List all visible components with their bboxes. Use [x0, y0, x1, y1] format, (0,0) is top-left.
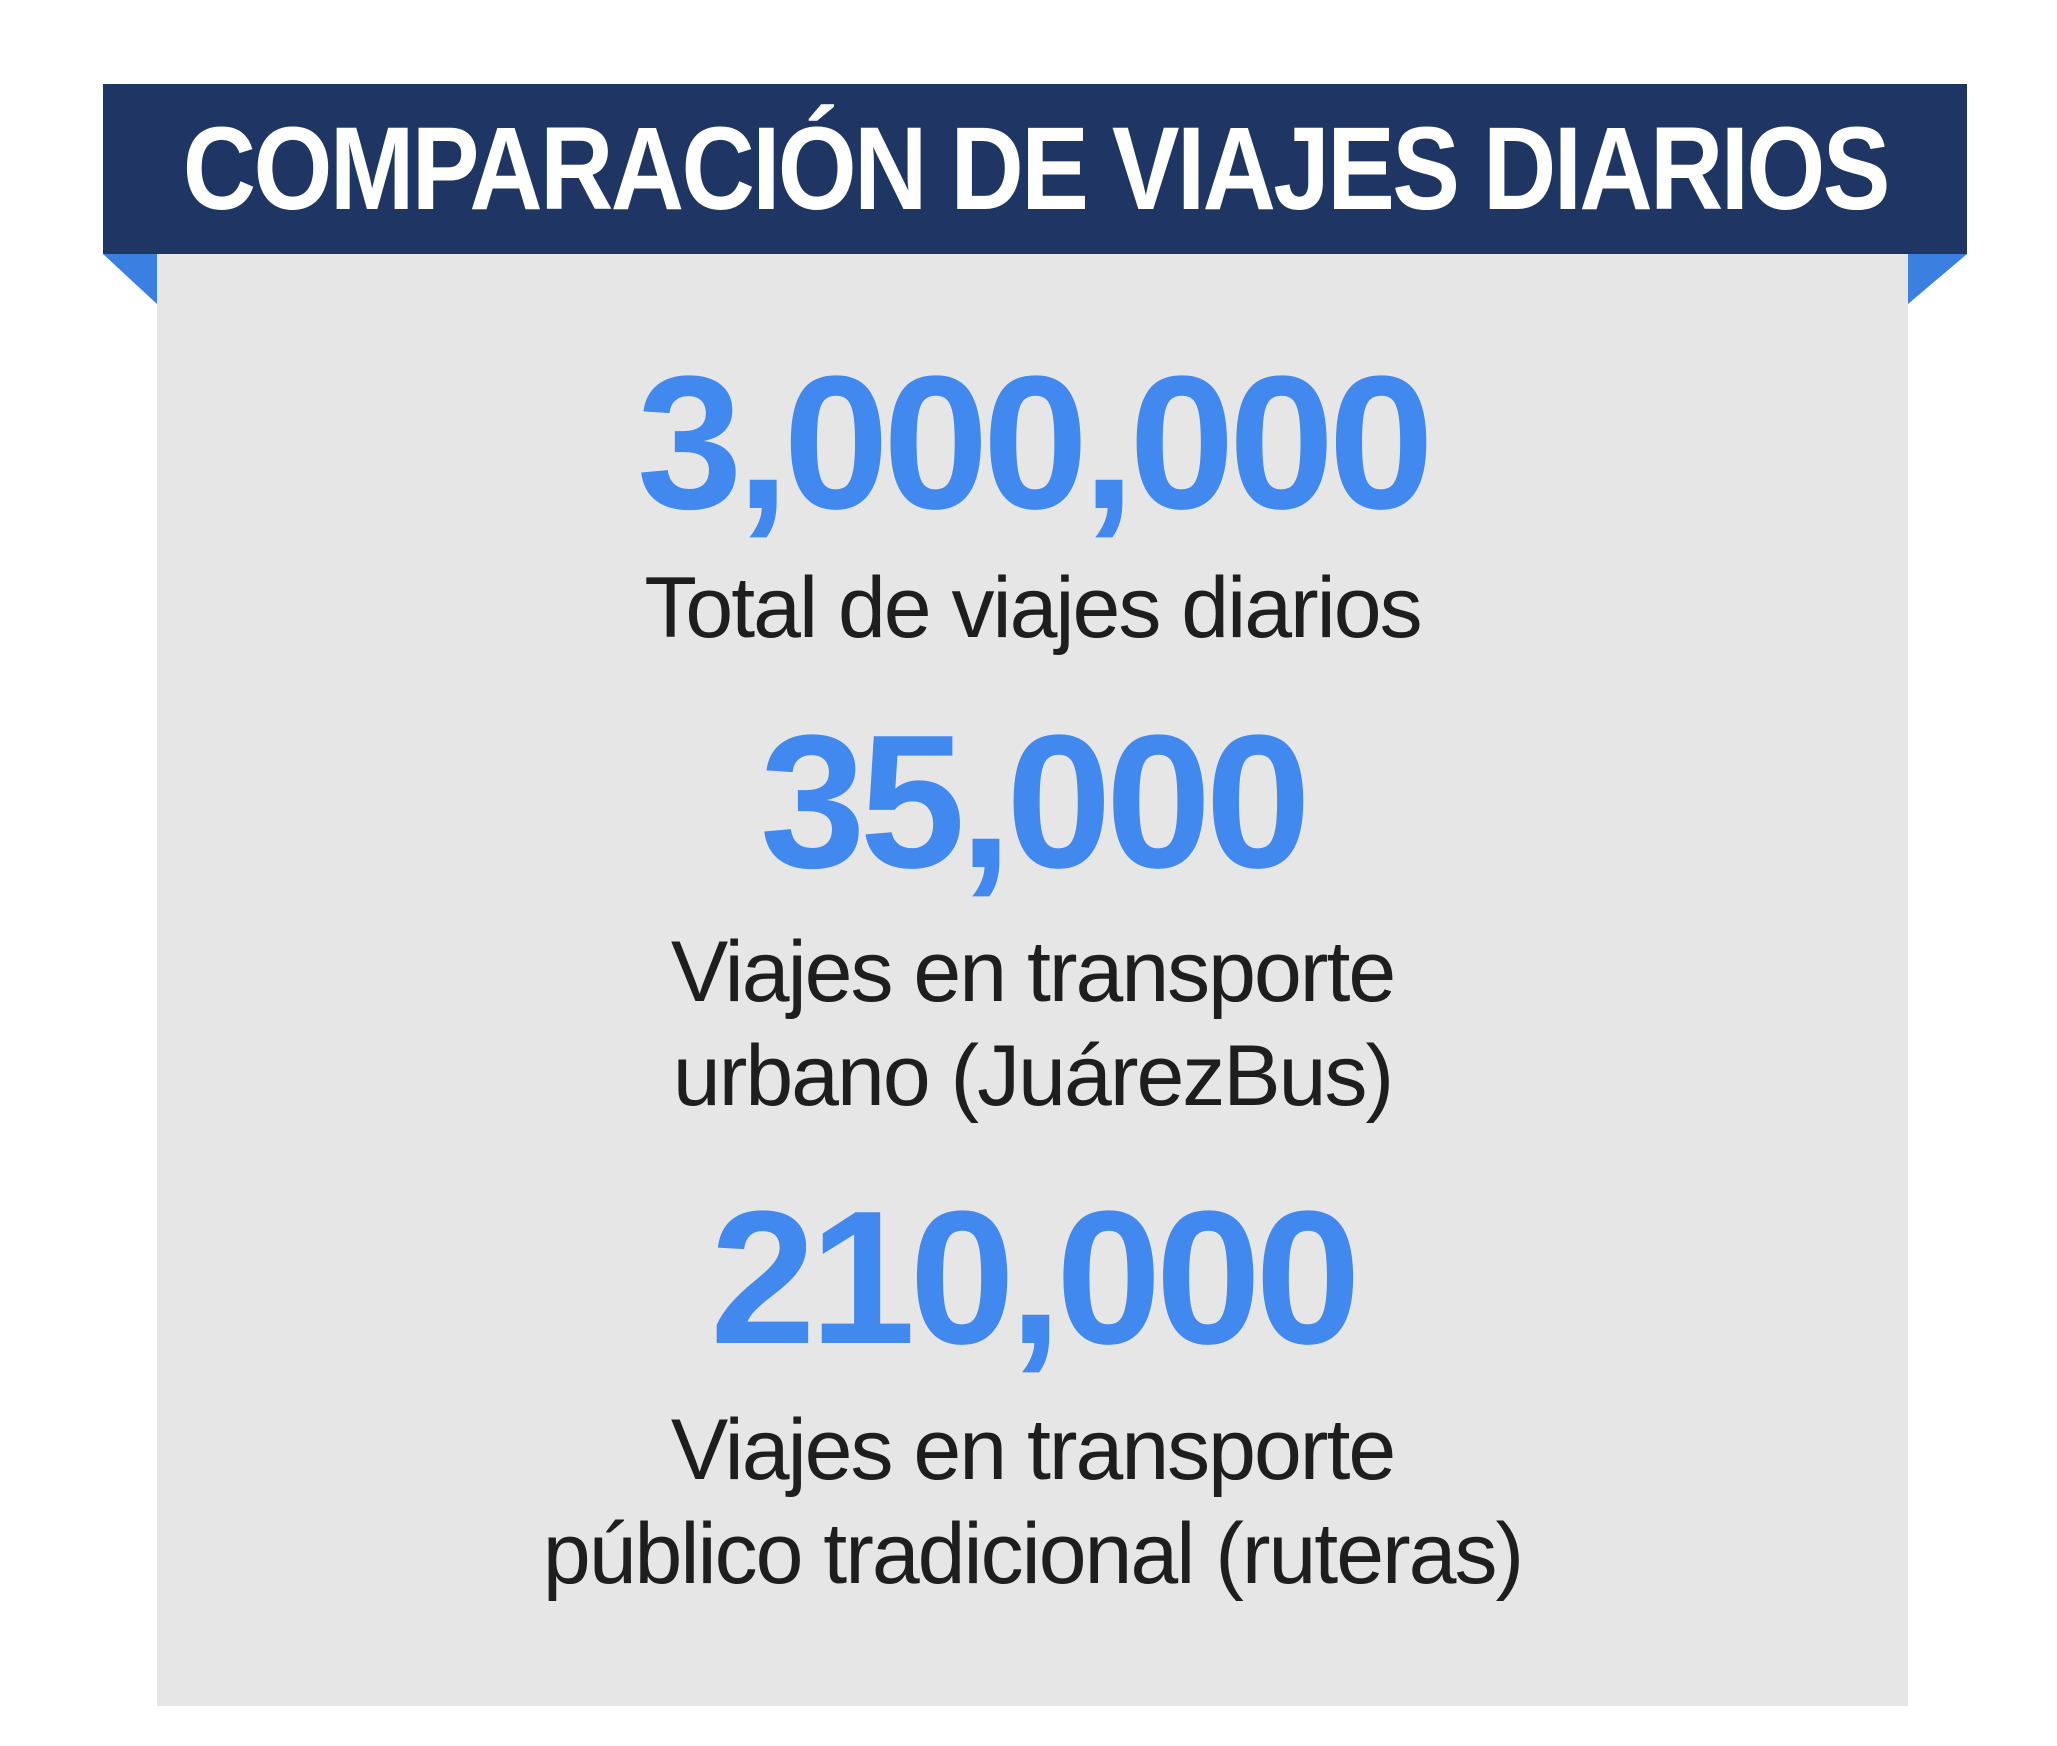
banner-fold-left: [103, 254, 157, 304]
stat-total-value: 3,000,000: [636, 337, 1434, 549]
stat-juarezbus-label: Viajes en transporte urbano (JuárezBus): [157, 920, 1908, 1128]
stat-juarezbus-label-line-1: Viajes en transporte: [670, 924, 1396, 1020]
stat-ruteras-label: Viajes en transporte público tradicional…: [157, 1398, 1908, 1606]
stat-ruteras-value: 210,000: [710, 1172, 1361, 1384]
stat-total-label-line: Total de viajes diarios: [644, 560, 1422, 656]
stat-ruteras-label-line-2: público tradicional (ruteras): [542, 1506, 1524, 1602]
banner-fold-right: [1908, 254, 1967, 304]
stat-ruteras-label-line-1: Viajes en transporte: [670, 1402, 1396, 1498]
page-title: COMPARACIÓN DE VIAJES DIARIOS: [182, 103, 1890, 235]
stat-total-label: Total de viajes diarios: [157, 556, 1908, 660]
title-banner: COMPARACIÓN DE VIAJES DIARIOS: [103, 84, 1967, 254]
stat-juarezbus-value: 35,000: [759, 696, 1311, 908]
infographic-card: [157, 254, 1908, 1706]
stat-juarezbus-label-line-2: urbano (JuárezBus): [672, 1028, 1394, 1124]
